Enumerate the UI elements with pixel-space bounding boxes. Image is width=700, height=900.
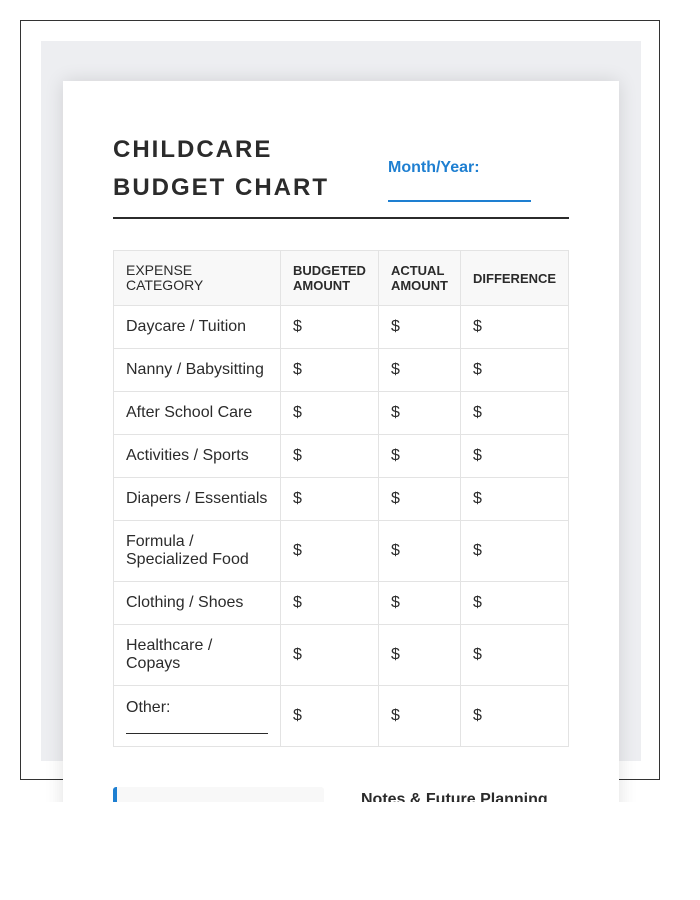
summary-box — [113, 787, 324, 802]
table-row: After School Care $ $ $ — [113, 391, 570, 435]
category-label: After School Care — [126, 404, 253, 421]
table-row: Activities / Sports $ $ $ — [113, 434, 570, 478]
document-card: CHILDCARE BUDGET CHART Month/Year: EXPEN… — [63, 81, 619, 802]
difference-cell[interactable]: $ — [459, 348, 570, 392]
budgeted-cell[interactable]: $ — [280, 477, 379, 521]
category-label: Clothing / Shoes — [126, 594, 244, 611]
actual-cell[interactable]: $ — [377, 391, 462, 435]
column-header: DIFFERENCE — [459, 250, 570, 306]
page-title: CHILDCARE BUDGET CHART — [113, 136, 329, 201]
budgeted-cell[interactable]: $ — [280, 520, 379, 582]
expense-category: Formula / Specialized Food — [113, 520, 281, 582]
actual-cell[interactable]: $ — [377, 305, 462, 349]
actual-cell[interactable]: $ — [377, 581, 462, 625]
category-label: Diapers / Essentials — [126, 490, 268, 507]
expense-category: Daycare / Tuition — [113, 305, 281, 349]
budgeted-cell[interactable]: $ — [280, 581, 379, 625]
expense-category: Activities / Sports — [113, 434, 281, 478]
difference-cell[interactable]: $ — [459, 520, 570, 582]
difference-cell[interactable]: $ — [459, 305, 570, 349]
notes-title: Notes & Future Planning — [361, 791, 548, 802]
category-label: Formula / Specialized Food — [126, 533, 249, 568]
table-row: Diapers / Essentials $ $ $ — [113, 477, 570, 521]
budgeted-cell[interactable]: $ — [280, 624, 379, 686]
difference-cell[interactable]: $ — [459, 477, 570, 521]
expense-category: Nanny / Babysitting — [113, 348, 281, 392]
other-input-line[interactable] — [126, 717, 268, 734]
budgeted-cell[interactable]: $ — [280, 348, 379, 392]
budget-table: EXPENSE CATEGORY BUDGETED AMOUNT ACTUAL AM… — [113, 250, 570, 747]
column-header: ACTUAL AMOUNT — [377, 250, 462, 306]
budgeted-cell[interactable]: $ — [280, 434, 379, 478]
column-header: EXPENSE CATEGORY — [113, 250, 281, 306]
table-row: Healthcare / Copays $ $ $ — [113, 624, 570, 686]
difference-cell[interactable]: $ — [459, 624, 570, 686]
actual-cell[interactable]: $ — [377, 520, 462, 582]
category-label: Activities / Sports — [126, 447, 249, 464]
category-label: Healthcare / Copays — [126, 637, 213, 672]
actual-cell[interactable]: $ — [377, 477, 462, 521]
budgeted-cell[interactable]: $ — [280, 305, 379, 349]
table-row: Clothing / Shoes $ $ $ — [113, 581, 570, 625]
actual-cell[interactable]: $ — [377, 685, 462, 747]
category-label: Nanny / Babysitting — [126, 361, 264, 378]
budgeted-cell[interactable]: $ — [280, 391, 379, 435]
viewport: CHILDCARE BUDGET CHART Month/Year: EXPEN… — [41, 41, 641, 802]
category-label: Daycare / Tuition — [126, 318, 247, 335]
difference-cell[interactable]: $ — [459, 391, 570, 435]
expense-category: After School Care — [113, 391, 281, 435]
divider — [113, 217, 569, 219]
table-row: Formula / Specialized Food $ $ $ — [113, 520, 570, 582]
difference-cell[interactable]: $ — [459, 581, 570, 625]
month-year-field[interactable] — [388, 200, 531, 202]
difference-cell[interactable]: $ — [459, 685, 570, 747]
table-row: Daycare / Tuition $ $ $ — [113, 305, 570, 349]
difference-cell[interactable]: $ — [459, 434, 570, 478]
budgeted-cell[interactable]: $ — [280, 685, 379, 747]
table-row: Other: $ $ $ — [113, 685, 570, 747]
expense-category: Diapers / Essentials — [113, 477, 281, 521]
column-header: BUDGETED AMOUNT — [280, 250, 379, 306]
actual-cell[interactable]: $ — [377, 624, 462, 686]
month-year-label: Month/Year: — [388, 159, 480, 176]
table-row: Nanny / Babysitting $ $ $ — [113, 348, 570, 392]
expense-category: Healthcare / Copays — [113, 624, 281, 686]
expense-category: Other: — [113, 685, 281, 747]
actual-cell[interactable]: $ — [377, 348, 462, 392]
expense-category: Clothing / Shoes — [113, 581, 281, 625]
actual-cell[interactable]: $ — [377, 434, 462, 478]
category-label: Other: — [126, 698, 171, 716]
